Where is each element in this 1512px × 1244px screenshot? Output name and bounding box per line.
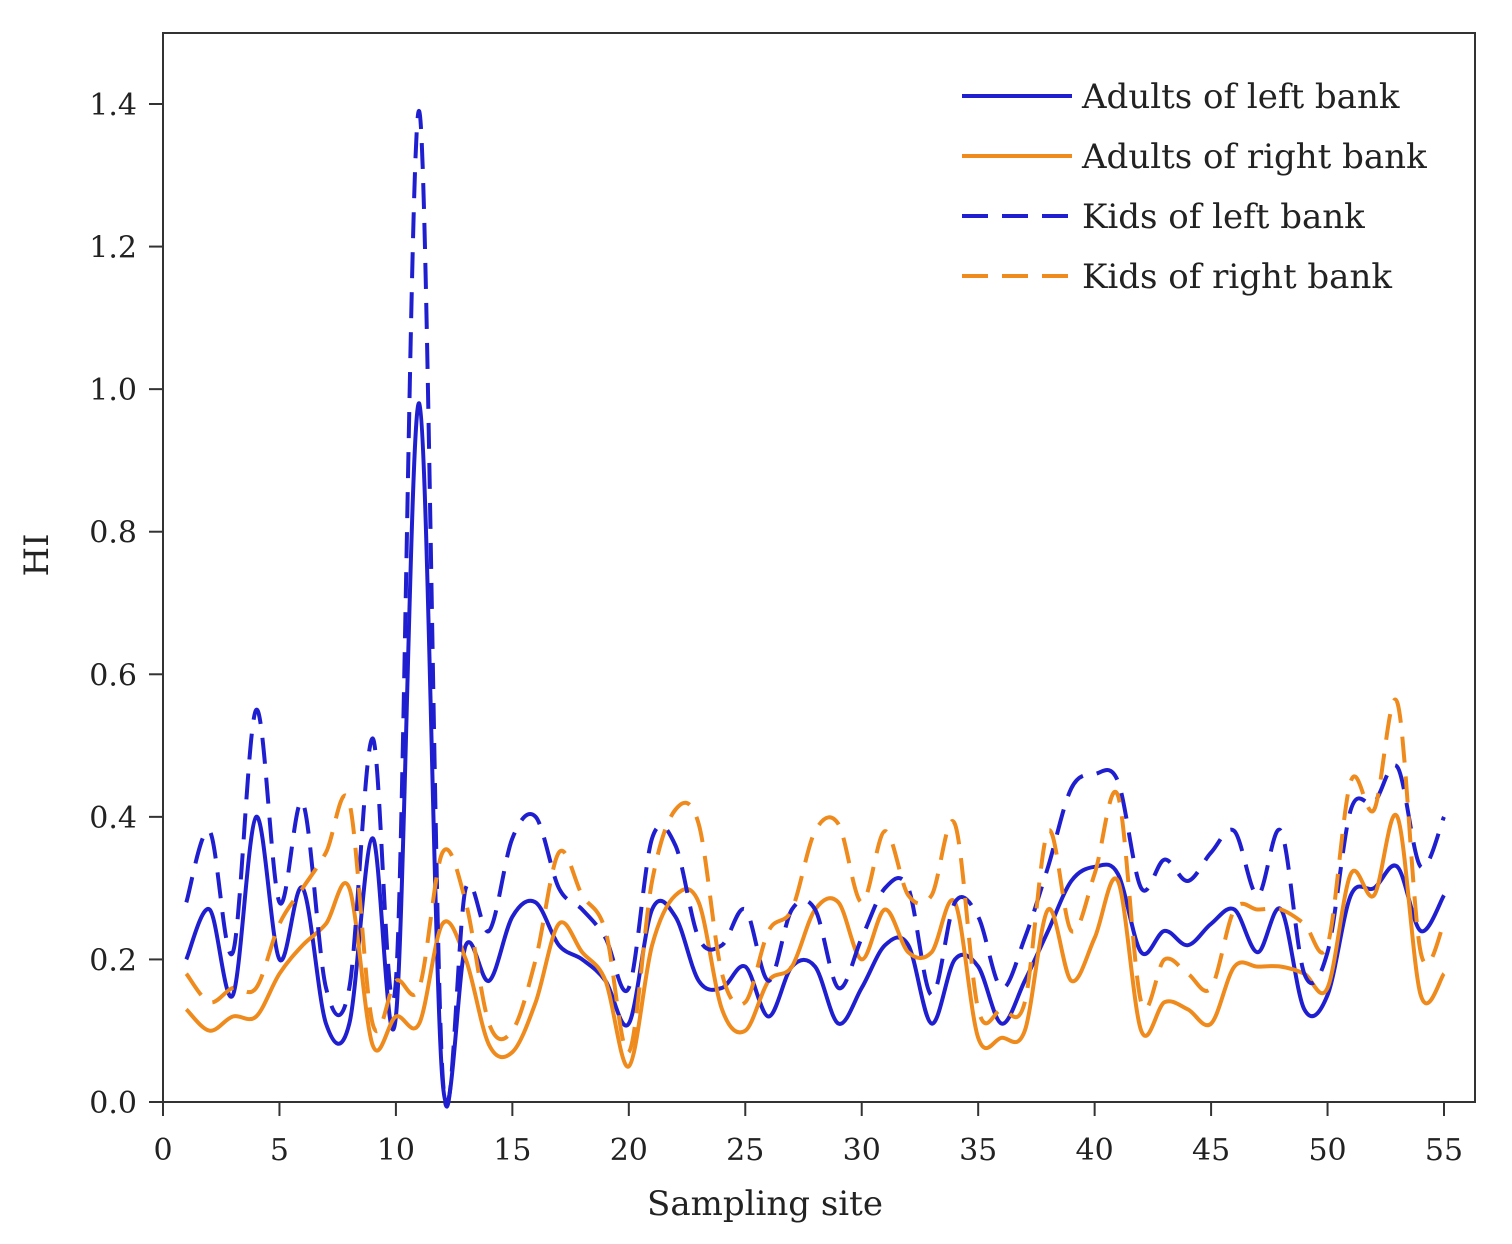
x-tick-label: 25 [726, 1133, 764, 1168]
legend-label-adults-of-right-bank: Adults of right bank [1081, 137, 1427, 177]
y-axis-title: HI [17, 533, 57, 576]
x-tick-label: 55 [1425, 1133, 1463, 1168]
legend: Adults of left bank Adults of right bank K… [962, 77, 1427, 297]
legend-label-adults-of-left-bank: Adults of left bank [1081, 77, 1400, 117]
axes: 0 5 10 15 20 25 30 35 40 45 50 55 0.0 0.2 0.4 0.6 0.8 1.0… [89, 88, 1463, 1168]
y-tick-label: 0.2 [89, 943, 137, 978]
x-tick-label: 15 [493, 1133, 531, 1168]
y-tick-label: 0.0 [89, 1086, 137, 1121]
series-line-adults-of-right-bank [184, 812, 1446, 1069]
x-axis-title: Sampling site [647, 1184, 883, 1224]
y-tick-label: 0.6 [89, 658, 137, 693]
x-tick-label: 50 [1308, 1133, 1346, 1168]
legend-label-kids-of-right-bank: Kids of right bank [1082, 257, 1392, 297]
plot-frame [162, 32, 1476, 1103]
y-tick-label: 0.4 [89, 801, 137, 836]
series-layer [184, 109, 1446, 1109]
y-tick-label: 1.2 [89, 231, 137, 266]
x-tick-label: 45 [1192, 1133, 1230, 1168]
x-tick-label: 35 [959, 1133, 997, 1168]
x-tick-label: 10 [377, 1133, 415, 1168]
x-tick-label: 20 [610, 1133, 648, 1168]
x-tick-label: 5 [270, 1133, 289, 1168]
series-line-kids-of-left-bank [184, 109, 1446, 1109]
y-tick-label: 0.8 [89, 516, 137, 551]
legend-label-kids-of-left-bank: Kids of left bank [1082, 197, 1365, 237]
x-tick-label: 0 [153, 1133, 172, 1168]
y-tick-label: 1.0 [89, 373, 137, 408]
x-tick-label: 30 [843, 1133, 881, 1168]
series-line-adults-of-left-bank [184, 401, 1446, 1106]
y-tick-label: 1.4 [89, 88, 137, 123]
x-tick-label: 40 [1076, 1133, 1114, 1168]
series-line-kids-of-right-bank [184, 697, 1446, 1055]
